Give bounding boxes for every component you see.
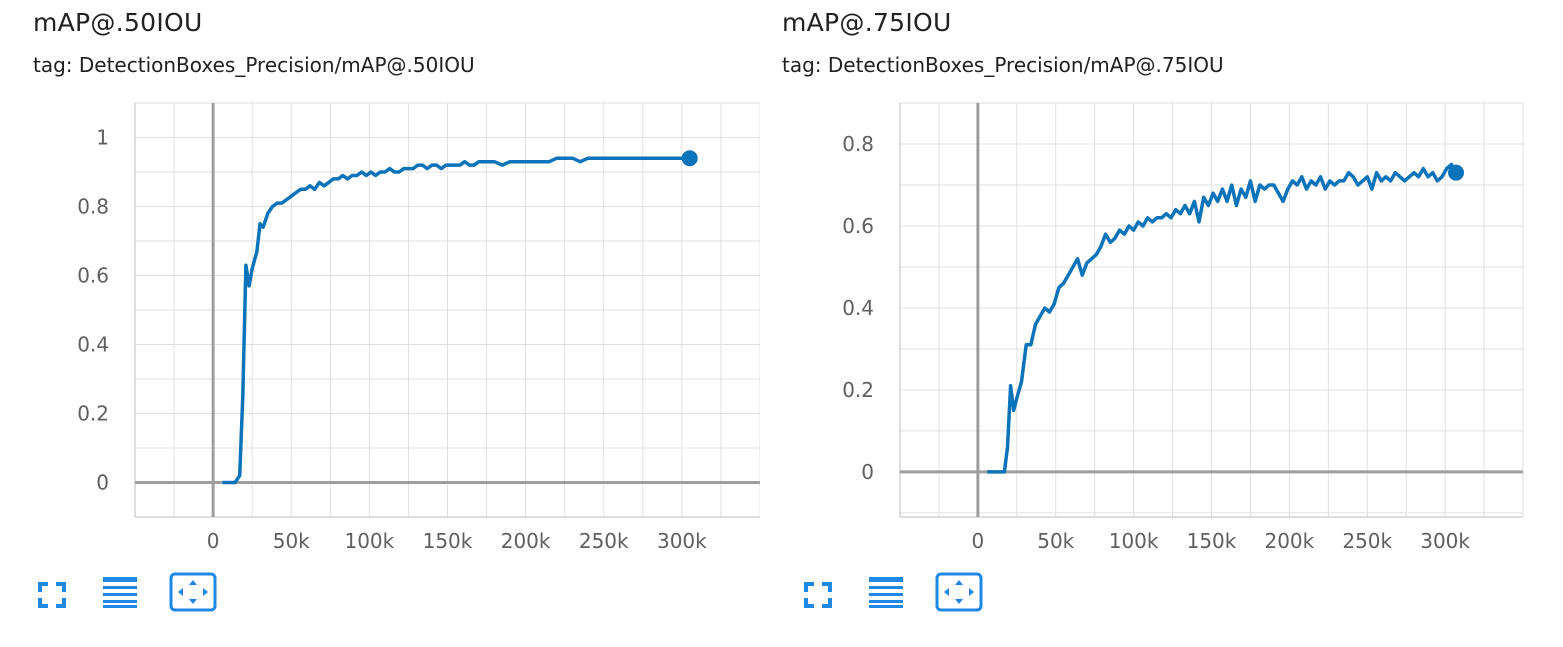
fit-domain-icon [169, 572, 217, 612]
fit-domain-icon [935, 572, 983, 612]
fullscreen-icon [804, 582, 832, 608]
chart-title: mAP@.75IOU [782, 8, 952, 37]
x-tick-label: 50k [1037, 529, 1074, 553]
line-chart-map50[interactable]: 0 0.2 0.4 0.6 0.8 1 0 50k 100k 150k 200k 250k 300k [0, 0, 760, 560]
x-tick-label: 300k [1420, 529, 1470, 553]
line-chart-map75[interactable]: 0 0.2 0.4 0.6 0.8 0 50k 100k 150k 200k 250k 300k [766, 0, 1526, 560]
toggle-log-scale-icon [103, 577, 137, 608]
fullscreen-icon [38, 582, 66, 608]
y-tick-label: 0.8 [77, 195, 109, 219]
series-line [987, 162, 1458, 474]
y-tick-label: 0.6 [77, 264, 109, 288]
y-tick-label: 1 [96, 126, 109, 150]
y-tick-label: 0 [861, 460, 874, 484]
y-tick-label: 0.8 [842, 132, 874, 156]
log-scale-button[interactable] [101, 572, 141, 612]
series-endpoint [1448, 164, 1465, 181]
chart-title: mAP@.50IOU [33, 8, 203, 37]
x-tick-label: 200k [501, 529, 551, 553]
y-tick-label: 0 [96, 471, 109, 495]
x-tick-label: 0 [972, 529, 985, 553]
x-tick-label: 300k [657, 529, 707, 553]
series-endpoint [681, 150, 698, 167]
fullscreen-button[interactable] [33, 572, 73, 612]
x-tick-label: 150k [423, 529, 473, 553]
fullscreen-button[interactable] [799, 572, 839, 612]
x-tick-label: 100k [1109, 529, 1159, 553]
toggle-log-scale-icon [869, 577, 903, 608]
log-scale-button[interactable] [867, 572, 907, 612]
y-tick-label: 0.6 [842, 214, 874, 238]
x-tick-label: 200k [1264, 529, 1314, 553]
x-tick-label: 250k [1342, 529, 1392, 553]
chart-tag: tag: DetectionBoxes_Precision/mAP@.75IOU [782, 53, 1224, 77]
fit-domain-button[interactable] [935, 572, 983, 612]
fit-domain-button[interactable] [169, 572, 217, 612]
y-tick-label: 0.4 [842, 296, 874, 320]
chart-card-map75: mAP@.75IOU tag: DetectionBoxes_Precision… [766, 0, 1526, 647]
x-tick-label: 150k [1187, 529, 1237, 553]
x-tick-label: 0 [207, 529, 220, 553]
y-tick-label: 0.4 [77, 333, 109, 357]
x-tick-label: 250k [579, 529, 629, 553]
y-tick-label: 0.2 [842, 378, 874, 402]
y-tick-label: 0.2 [77, 402, 109, 426]
chart-toolbar [799, 572, 999, 612]
x-tick-label: 50k [273, 529, 310, 553]
series-line [222, 156, 690, 485]
chart-tag: tag: DetectionBoxes_Precision/mAP@.50IOU [33, 53, 475, 77]
chart-card-map50: mAP@.50IOU tag: DetectionBoxes_Precision… [0, 0, 760, 647]
chart-toolbar [33, 572, 233, 612]
x-tick-label: 100k [344, 529, 394, 553]
